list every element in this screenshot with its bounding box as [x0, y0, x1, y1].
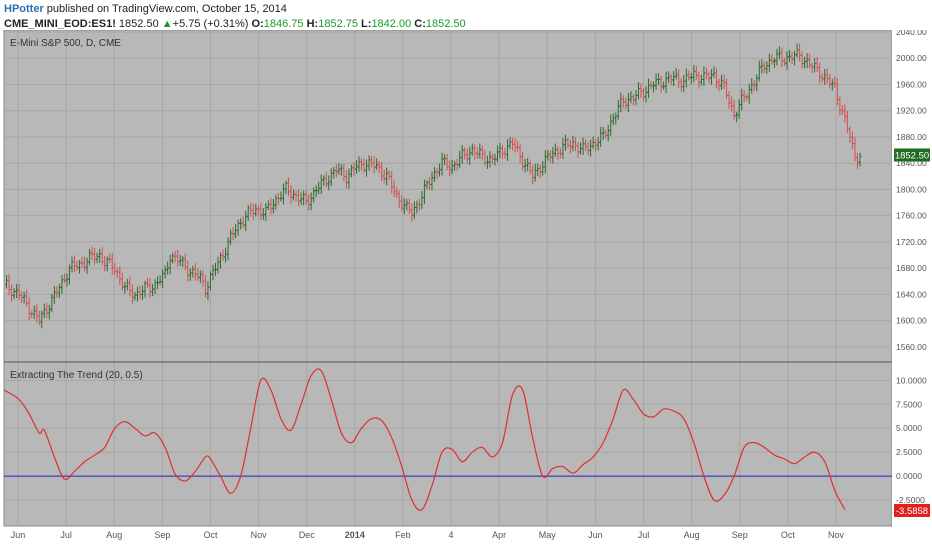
price-axis: 1560.00 1600.00 1640.00 1680.00 1720.00 1760.… [896, 30, 927, 352]
time-tick-label: Jul [60, 530, 72, 540]
open-label: O: [251, 18, 264, 30]
price-tick-label: 1800.00 [896, 184, 927, 194]
price-bars [5, 43, 862, 329]
price-tick-label: 1880.00 [896, 132, 927, 142]
time-tick-label: Sep [154, 530, 170, 540]
published-text: published on TradingView.com, October 15… [43, 3, 287, 15]
time-tick-label: Nov [251, 530, 268, 540]
close-label: C: [414, 18, 426, 30]
last-price-badge-label: 1852.50 [895, 151, 929, 162]
low-label: L: [361, 18, 372, 30]
indicator-value-badge-label: -3.5858 [896, 506, 928, 517]
price-tick-label: 1960.00 [896, 79, 927, 89]
indicator-value-badge [894, 503, 930, 517]
indicator-pane-title: Extracting The Trend (20, 0.5) [10, 370, 143, 381]
time-tick-label: 4 [449, 530, 454, 540]
time-tick-label: Oct [203, 530, 218, 540]
indicator-tick-label: -2.5000 [896, 495, 925, 505]
time-tick-label: Jul [638, 530, 650, 540]
price-tick-label: 1560.00 [896, 342, 927, 352]
time-tick-label: 2014 [345, 530, 365, 540]
time-gridlines [17, 30, 837, 526]
main-pane-title: E-Mini S&P 500, D, CME [10, 38, 121, 49]
time-tick-label: Jun [11, 530, 26, 540]
author-link[interactable]: HPotter [4, 3, 44, 15]
symbol-label[interactable]: CME_MINI_EOD:ES1! [4, 18, 116, 30]
indicator-tick-label: 10.0000 [896, 375, 927, 385]
time-tick-label: Feb [395, 530, 411, 540]
time-tick-label: Aug [684, 530, 700, 540]
price-axis-background [892, 30, 932, 526]
chart-header: HPotter published on TradingView.com, Oc… [4, 2, 928, 32]
chart-background [3, 30, 893, 527]
close-value: 1852.50 [425, 18, 466, 30]
price-tick-label: 1760.00 [896, 211, 927, 221]
low-value: 1842.00 [371, 18, 412, 30]
price-tick-label: 1720.00 [896, 237, 927, 247]
price-tick-label: 1640.00 [896, 289, 927, 299]
price-change: +5.75 (+0.31%) [172, 18, 249, 30]
last-price-badge [894, 148, 930, 162]
price-tick-label: 1600.00 [896, 316, 927, 326]
time-tick-label: Jun [588, 530, 603, 540]
price-tick-label: 2000.00 [896, 53, 927, 63]
publish-line: HPotter published on TradingView.com, Oc… [4, 2, 928, 16]
high-label: H: [306, 18, 319, 30]
indicator-tick-label: 0.0000 [896, 471, 922, 481]
chart-area[interactable]: 1560.00 1600.00 1640.00 1680.00 1720.00 1760.… [0, 30, 932, 550]
time-tick-label: Sep [732, 530, 748, 540]
time-tick-label: Aug [106, 530, 122, 540]
time-tick-label: May [539, 530, 557, 540]
indicator-tick-label: 7.5000 [896, 399, 922, 409]
time-tick-label: Dec [299, 530, 316, 540]
time-axis: Jun Jul Aug Sep Oct Nov Dec 2014 Feb 4 Apr May Jun Ju… [11, 530, 845, 540]
time-tick-label: Apr [492, 530, 506, 540]
trend-indicator-line [3, 368, 846, 511]
price-tick-label: 1680.00 [896, 263, 927, 273]
indicator-axis: -2.5000 0.0000 2.5000 5.0000 7.5000 10.0000 [896, 375, 927, 505]
price-tick-label: 2040.00 [896, 30, 927, 37]
indicator-tick-label: 5.0000 [896, 423, 922, 433]
ohlc-line: CME_MINI_EOD:ES1! 1852.50 ▲+5.75 (+0.31%… [4, 17, 928, 31]
time-tick-label: Nov [828, 530, 845, 540]
time-tick-label: Oct [781, 530, 796, 540]
price-tick-label: 1840.00 [896, 158, 927, 168]
price-tick-label: 1920.00 [896, 106, 927, 116]
open-value: 1846.75 [263, 18, 304, 30]
indicator-tick-label: 2.5000 [896, 447, 922, 457]
high-value: 1852.75 [318, 18, 358, 30]
up-arrow-icon: ▲ [161, 18, 173, 30]
price-gridlines [4, 31, 892, 348]
last-price: 1852.50 [118, 18, 159, 30]
ohlc-bar [858, 152, 862, 167]
